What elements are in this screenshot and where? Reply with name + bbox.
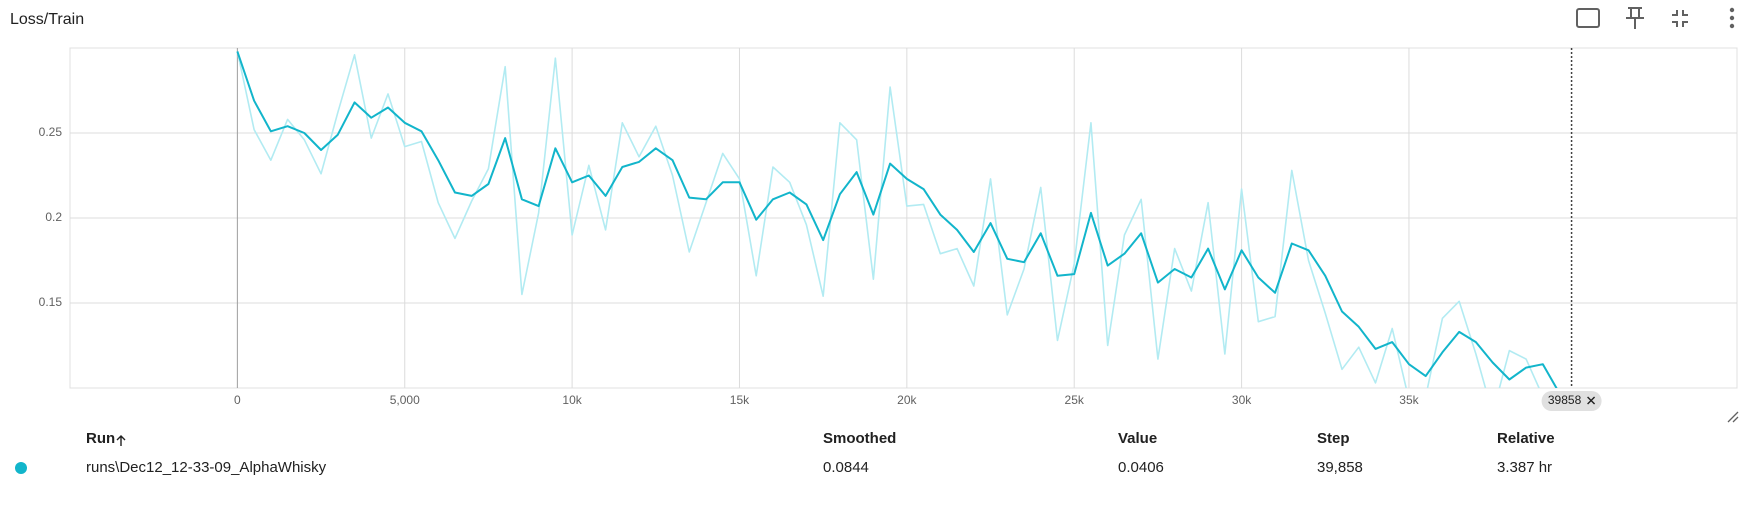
x-tick-label: 35k — [1399, 393, 1419, 407]
y-tick-label: 0.2 — [45, 210, 62, 224]
x-tick-label: 25k — [1065, 393, 1085, 407]
column-header[interactable]: Value — [1118, 430, 1158, 447]
collapse-button[interactable] — [1672, 10, 1688, 27]
more-button[interactable] — [1729, 7, 1735, 29]
toolbar — [1576, 7, 1688, 29]
series-line — [236, 51, 1540, 388]
pin-button[interactable] — [1626, 7, 1644, 29]
y-tick-label: 0.15 — [39, 295, 63, 309]
column-header[interactable]: Smoothed — [823, 430, 897, 447]
sort-arrow — [116, 435, 126, 446]
column-header[interactable]: Step — [1317, 430, 1350, 447]
x-tick-label: 5,000 — [390, 393, 420, 407]
cursor-close — [1587, 396, 1596, 405]
table-cell: 39,858 — [1317, 459, 1363, 476]
series-line — [236, 51, 1558, 388]
table-cell: 3.387 hr — [1497, 459, 1553, 476]
chart-title: Loss/Train — [10, 11, 84, 28]
table-cell: 0.0406 — [1118, 459, 1164, 476]
column-header[interactable]: Relative — [1497, 430, 1555, 447]
x-tick-label: 30k — [1232, 393, 1252, 407]
x-tick-label: 20k — [897, 393, 917, 407]
x-tick-label: 0 — [234, 393, 241, 407]
x-tick-label: 15k — [730, 393, 750, 407]
table-cell: 0.0844 — [823, 459, 869, 476]
y-tick-label: 0.25 — [39, 125, 63, 139]
resize-handle[interactable] — [1727, 411, 1739, 423]
cursor-badge — [1541, 391, 1602, 411]
x-tick-label: 10k — [562, 393, 582, 407]
run-color — [15, 462, 27, 474]
table-cell: runs\Dec12_12-33-09_AlphaWhisky — [86, 459, 327, 476]
fit-domain-button[interactable] — [1576, 8, 1600, 28]
column-header[interactable]: Run — [86, 430, 116, 447]
cursor-label: 39858 — [1548, 393, 1582, 407]
